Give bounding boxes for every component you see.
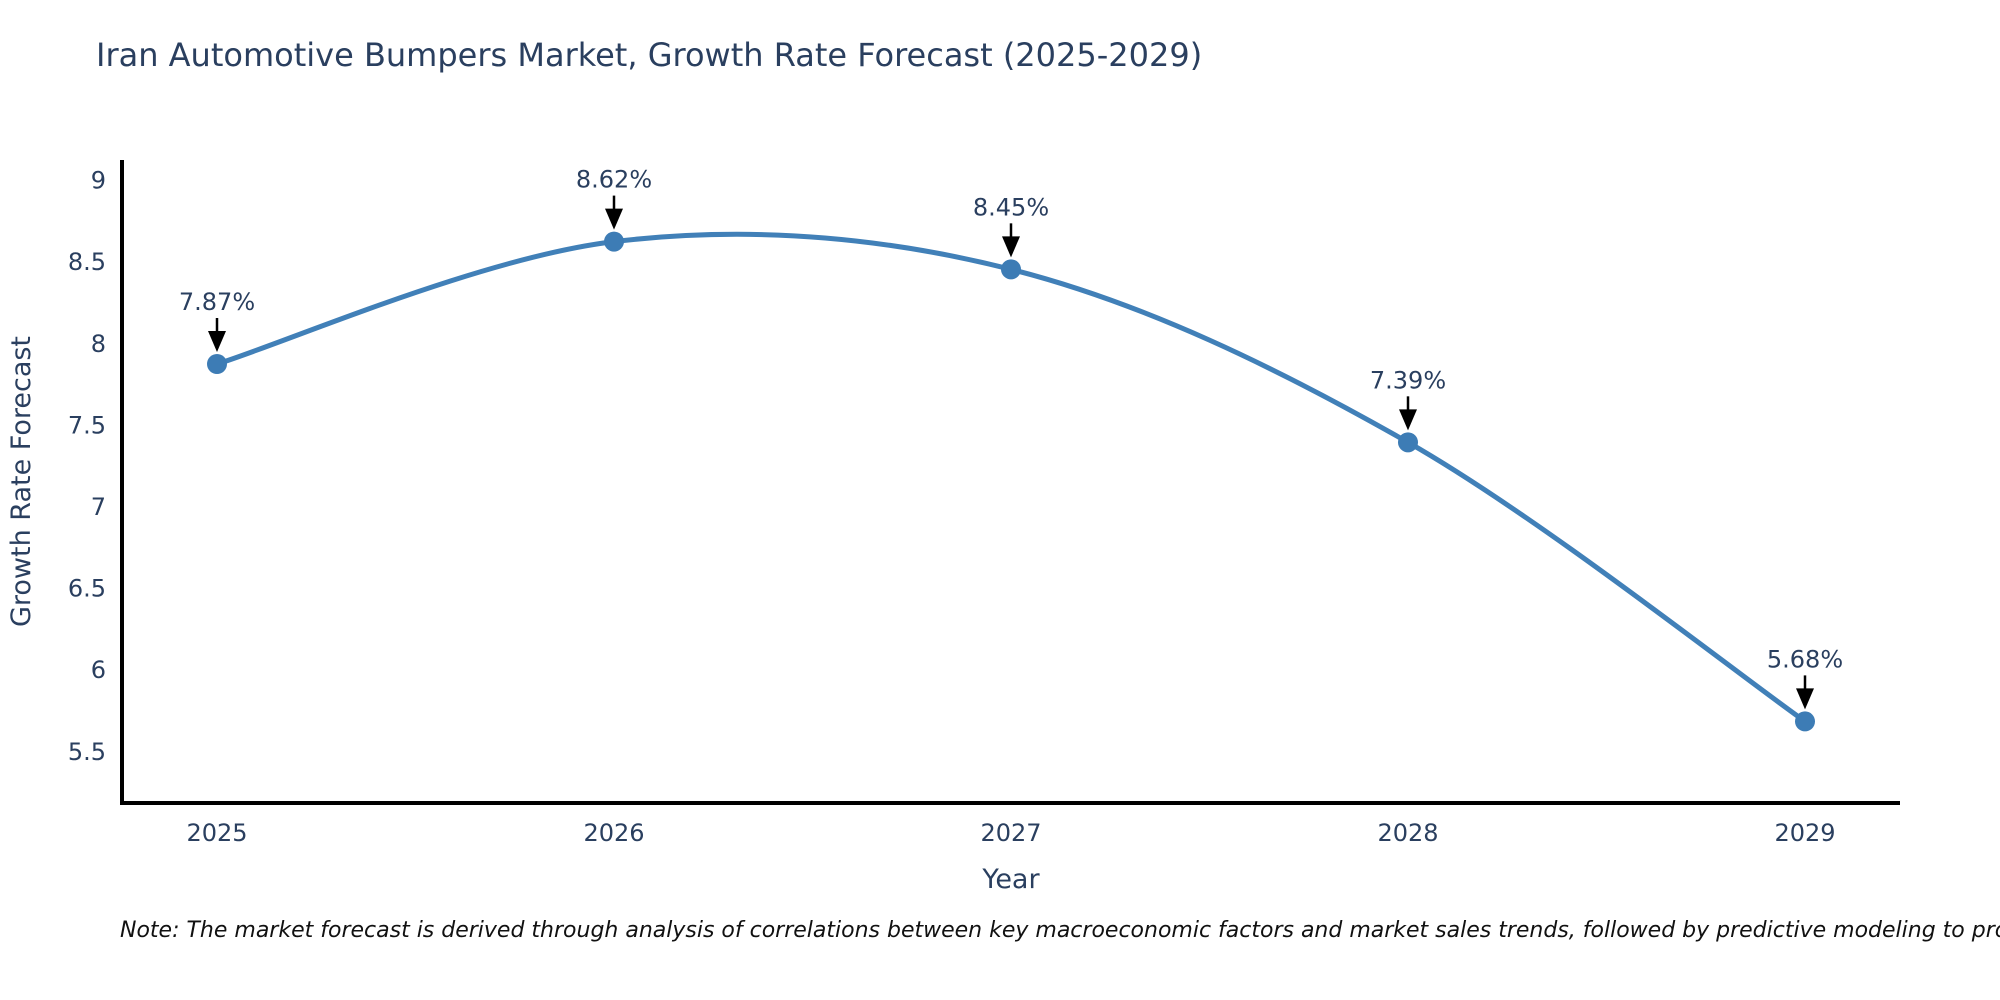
annotation-label: 7.87%: [179, 288, 255, 316]
data-point-marker: [604, 231, 624, 252]
y-axis-title: Growth Rate Forecast: [6, 336, 37, 627]
annotation-label: 8.45%: [973, 193, 1049, 221]
chart-title: Iran Automotive Bumpers Market, Growth R…: [96, 36, 1203, 74]
y-tick-label: 6.5: [68, 575, 106, 603]
x-axis-title: Year: [981, 864, 1040, 895]
x-tick-label: 2029: [1774, 819, 1835, 847]
annotation-arrowhead: [1796, 688, 1814, 710]
x-tick-label: 2026: [583, 819, 644, 847]
data-point-marker: [1795, 711, 1815, 732]
y-tick-label: 5.5: [68, 738, 106, 766]
y-tick-label: 8: [91, 330, 106, 358]
trace-line: [214, 231, 1808, 724]
annotation-arrowhead: [208, 330, 226, 352]
x-tick-label: 2028: [1377, 819, 1438, 847]
y-tick-label: 9: [91, 167, 106, 195]
annotation-arrowhead: [1399, 409, 1417, 431]
y-tick-label: 7.5: [68, 411, 106, 439]
y-tick-label: 7: [91, 493, 106, 521]
annotation-label: 8.62%: [576, 166, 652, 194]
y-tick-label: 6: [91, 656, 106, 684]
annotation-label: 5.68%: [1767, 645, 1843, 673]
annotation-arrowhead: [1002, 236, 1020, 258]
y-tick-label: 8.5: [68, 248, 106, 276]
annotation-arrowhead: [605, 208, 623, 230]
data-point-marker: [1398, 432, 1418, 453]
annotation-label: 7.39%: [1370, 366, 1446, 394]
x-tick-label: 2025: [186, 819, 247, 847]
footnote-text: Note: The market forecast is derived thr…: [120, 918, 2000, 943]
x-tick-label: 2027: [980, 819, 1041, 847]
data-point-marker: [207, 353, 227, 374]
data-point-marker: [1001, 259, 1021, 280]
